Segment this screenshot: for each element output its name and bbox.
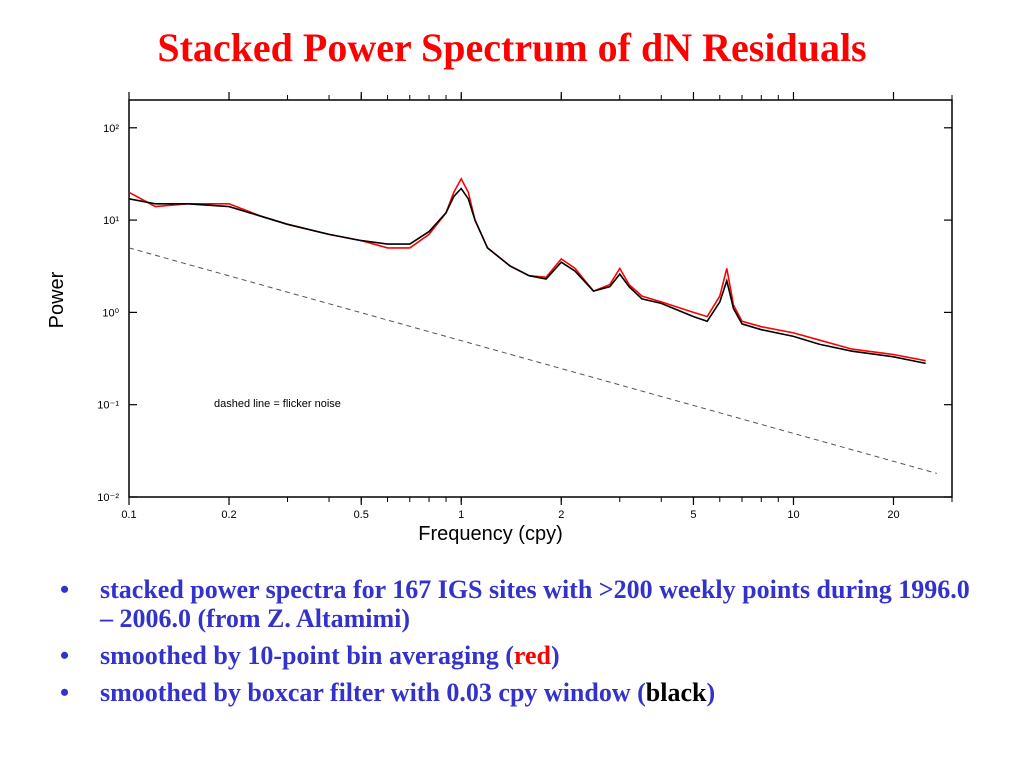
bullet-dot: • [60, 641, 70, 670]
bullet-dot: • [60, 678, 70, 707]
flicker-annotation: dashed line = flicker noise [214, 398, 341, 410]
x-tick-label: 10 [787, 509, 799, 521]
bullet-item-bin-averaging: • smoothed by 10-point bin averaging (re… [60, 641, 980, 670]
bullet-prefix: smoothed by 10-point bin averaging ( [100, 641, 514, 670]
bullet-text: stacked power spectra for 167 IGS sites … [100, 575, 970, 633]
x-tick-label: 0.5 [354, 509, 369, 521]
bullet-suffix: ) [706, 678, 716, 707]
x-tick-label: 5 [690, 509, 696, 521]
x-tick-label: 1 [458, 509, 464, 521]
bullet-item-sites: • stacked power spectra for 167 IGS site… [60, 575, 980, 633]
bullet-highlight-black: black [645, 678, 707, 707]
y-tick-label: 10⁰ [102, 307, 119, 319]
x-tick-label: 2 [558, 509, 564, 521]
power-spectrum-chart: 0.1 0.2 0.5 1 2 5 10 20 10² 10¹ 10⁰ 10⁻¹ 10⁻² Frequen… [46, 92, 953, 545]
series-line-0 [128, 177, 926, 362]
plot-area: 0.1 0.2 0.5 1 2 5 10 20 10² 10¹ 10⁰ 10⁻¹ 10⁻² Frequen… [46, 92, 953, 545]
bullet-dot: • [60, 575, 70, 604]
series-line-1 [128, 187, 926, 365]
x-tick-label: 0.2 [221, 509, 236, 521]
bullet-list: • stacked power spectra for 167 IGS site… [60, 575, 980, 715]
x-axis-title: Frequency (cpy) [418, 523, 563, 545]
bullet-prefix: smoothed by boxcar filter with 0.03 cpy … [100, 678, 646, 707]
plot-frame [128, 99, 953, 498]
x-tick-label: 0.1 [121, 509, 136, 521]
bullet-highlight-red: red [513, 641, 551, 670]
y-tick-label: 10⁻¹ [97, 400, 119, 412]
x-tick-label: 20 [887, 509, 899, 521]
bullet-suffix: ) [550, 641, 560, 670]
y-tick-label: 10⁻² [97, 492, 119, 504]
y-tick-label: 10¹ [103, 215, 119, 227]
slide-title: Stacked Power Spectrum of dN Residuals [157, 25, 867, 70]
y-tick-label: 10² [103, 123, 119, 135]
bullet-item-boxcar: • smoothed by boxcar filter with 0.03 cp… [60, 678, 980, 707]
flicker-noise-line [128, 247, 937, 474]
y-axis-title: Power [46, 271, 68, 328]
